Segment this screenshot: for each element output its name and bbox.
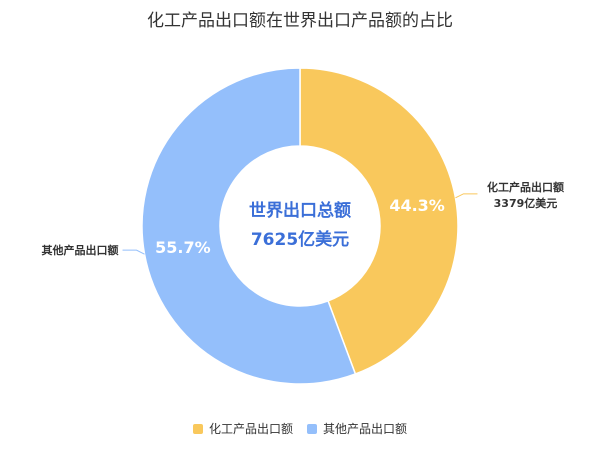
legend: 化工产品出口额 其他产品出口额 <box>0 420 600 437</box>
slice-chemical[interactable] <box>299 67 459 375</box>
legend-label-chemical: 化工产品出口额 <box>208 422 293 436</box>
slice-other[interactable] <box>141 67 357 385</box>
legend-item-other[interactable]: 其他产品出口额 <box>307 420 407 437</box>
callout-line-chemical <box>455 193 478 199</box>
legend-label-other: 其他产品出口额 <box>323 422 408 436</box>
slice-label-other: 55.7% <box>155 238 211 257</box>
slice-label-chemical: 44.3% <box>389 196 445 215</box>
callout-text-chemical-1: 化工产品出口额 <box>487 180 564 194</box>
callout-line-other <box>122 249 145 255</box>
center-label-title: 世界出口总额 <box>249 200 351 221</box>
legend-swatch-chemical <box>192 423 203 434</box>
legend-item-chemical[interactable]: 化工产品出口额 <box>192 420 293 437</box>
center-label-value: 7625亿美元 <box>251 229 349 250</box>
legend-swatch-other <box>307 423 317 434</box>
callout-text-other-1: 其他产品出口额 <box>42 243 119 257</box>
callout-text-chemical-2: 3379亿美元 <box>494 196 558 210</box>
chart-title: 化工产品出口额在世界出口产品额的占比 <box>147 11 453 31</box>
